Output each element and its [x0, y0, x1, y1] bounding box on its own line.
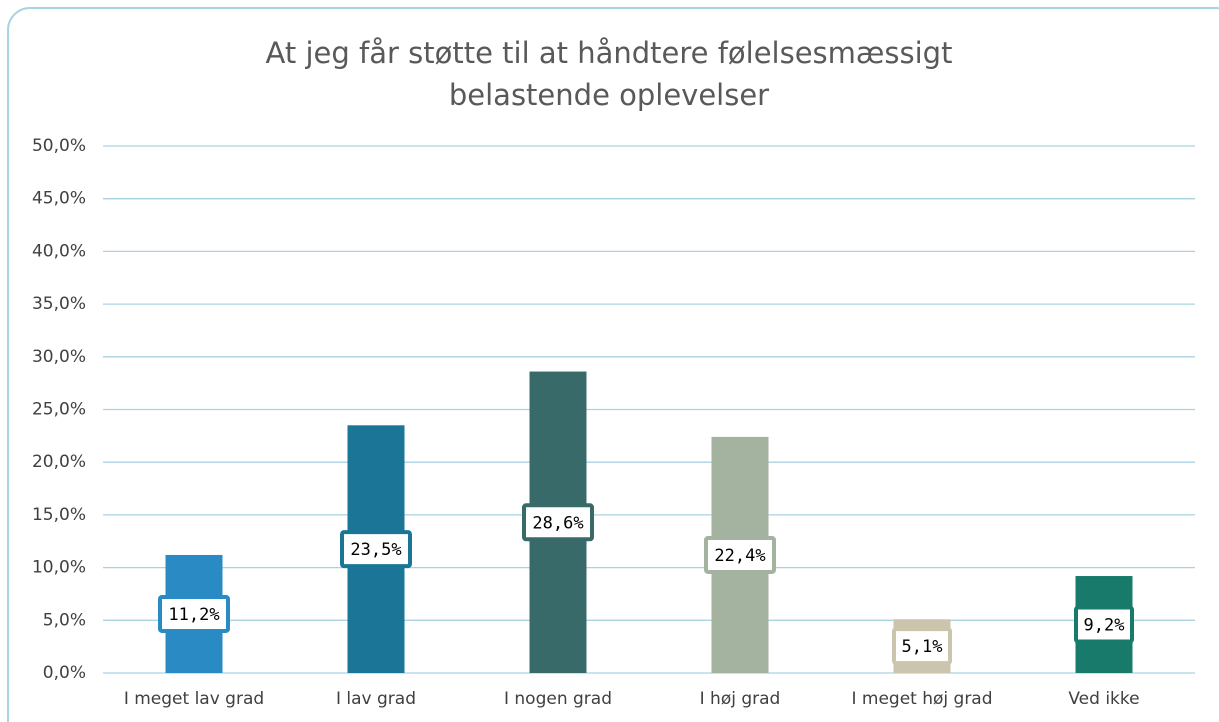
value-label-box: [340, 530, 412, 569]
x-tick-label: I meget lav grad: [124, 689, 264, 709]
y-tick-label: 25,0%: [32, 400, 86, 420]
value-label: 23,5%: [350, 540, 401, 560]
x-tick-label: I nogen grad: [504, 689, 612, 709]
value-label: 22,4%: [714, 546, 765, 566]
x-tick-label: I høj grad: [700, 689, 781, 709]
value-label: 9,2%: [1084, 616, 1125, 636]
y-tick-label: 35,0%: [32, 294, 86, 314]
value-label: 28,6%: [532, 513, 583, 533]
y-tick-label: 40,0%: [32, 241, 86, 261]
chart-frame: [7, 7, 1219, 722]
y-tick-label: 50,0%: [32, 136, 86, 156]
value-label-box: [892, 627, 952, 666]
y-tick-label: 5,0%: [43, 610, 86, 630]
x-tick-label: Ved ikke: [1068, 689, 1139, 709]
value-label-box: [1074, 605, 1134, 644]
value-label: 5,1%: [902, 637, 943, 657]
y-tick-label: 45,0%: [32, 189, 86, 209]
y-tick-label: 0,0%: [43, 663, 86, 683]
y-tick-label: 20,0%: [32, 452, 86, 472]
chart-title: belastende oplevelser: [449, 78, 769, 112]
value-label-box: [522, 503, 594, 542]
chart-title: At jeg får støtte til at håndtere følels…: [266, 36, 953, 70]
y-tick-label: 10,0%: [32, 558, 86, 578]
y-tick-label: 30,0%: [32, 347, 86, 367]
y-tick-label: 15,0%: [32, 505, 86, 525]
value-label-box: [158, 594, 230, 633]
x-tick-label: I lav grad: [336, 689, 416, 709]
value-label: 11,2%: [168, 605, 219, 625]
value-label-box: [704, 535, 776, 574]
x-tick-label: I meget høj grad: [851, 689, 992, 709]
